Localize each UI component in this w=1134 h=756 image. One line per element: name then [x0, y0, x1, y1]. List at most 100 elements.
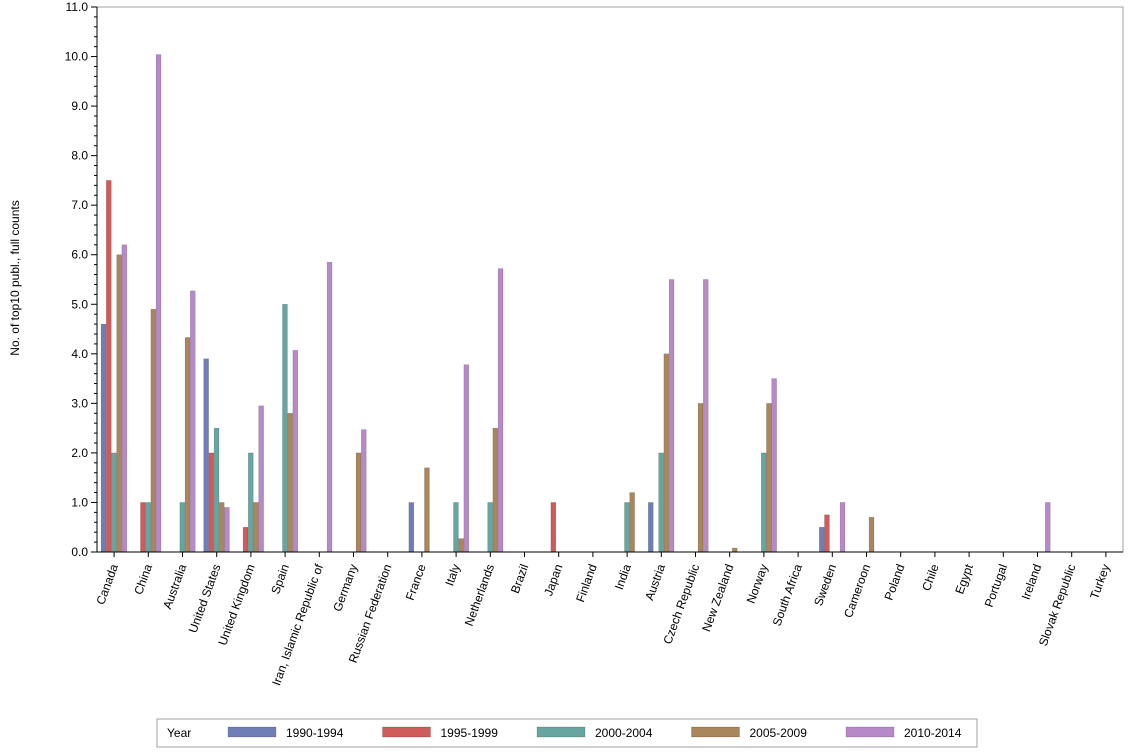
- bar-2000-2004-italy: [453, 502, 459, 553]
- x-tick-label: United Kingdom: [215, 562, 257, 647]
- bar-2005-2009-australia: [184, 337, 191, 553]
- x-tick-label: Finland: [573, 562, 600, 604]
- x-tick-label: Spain: [268, 562, 292, 596]
- bar-2005-2009-canada: [116, 254, 122, 553]
- bar-2005-2009-new-zealand: [732, 547, 738, 553]
- x-tick-label: France: [403, 562, 429, 602]
- bar-1990-1994-sweden: [819, 526, 825, 553]
- x-tick-label: Cameroon: [841, 562, 873, 619]
- legend: Year 1990-1994 1995-1999 2000-2004 2005-200…: [156, 718, 978, 748]
- bar-2000-2004-norway: [761, 452, 767, 553]
- bar-2010-2014-ireland: [1045, 502, 1051, 553]
- bar-2010-2014-netherlands: [497, 268, 504, 553]
- bar-2005-2009-germany: [355, 452, 362, 553]
- x-tick-label: Italy: [442, 562, 463, 587]
- bar-2000-2004-united-states: [213, 427, 220, 553]
- x-tick-label: Germany: [330, 562, 360, 613]
- legend-title: Year: [167, 726, 191, 740]
- x-tick-label: Sweden: [811, 562, 839, 608]
- x-tick-label: Brazil: [508, 562, 531, 595]
- bar-2005-2009-united-kingdom: [253, 502, 259, 553]
- bar-1990-1994-united-states: [203, 358, 209, 553]
- bar-2000-2004-spain: [282, 304, 288, 553]
- bar-2010-2014-united-states: [224, 507, 230, 553]
- legend-label: 1990-1994: [286, 726, 344, 740]
- x-tick-label: Czech Republic: [660, 562, 702, 646]
- x-tick-label: Poland: [882, 562, 908, 602]
- x-tick-label: China: [131, 562, 155, 597]
- y-axis-title: No. of top10 publ., full counts: [8, 200, 22, 355]
- bar-2005-2009-netherlands: [492, 427, 499, 553]
- bar-2000-2004-india: [624, 502, 630, 553]
- y-tick-label: 11.0: [66, 0, 89, 14]
- bar-1990-1994-austria: [648, 502, 654, 553]
- legend-label: 2000-2004: [595, 726, 653, 740]
- x-tick-label: New Zealand: [699, 562, 736, 633]
- x-tick-label: United States: [186, 562, 224, 634]
- x-tick-label: Egypt: [952, 562, 976, 596]
- bar-2010-2014-italy: [463, 364, 470, 553]
- x-tick-label: Ireland: [1019, 562, 1045, 601]
- bar-1990-1994-france: [408, 502, 415, 553]
- y-tick-label: 0.0: [71, 545, 88, 559]
- bar-2005-2009-czech-republic: [697, 403, 704, 553]
- y-tick-label: 3.0: [71, 396, 88, 410]
- bar-2010-2014-united-kingdom: [258, 405, 264, 553]
- x-tick-label: Canada: [93, 562, 121, 607]
- bar-1995-1999-china: [140, 502, 146, 553]
- bar-2000-2004-netherlands: [487, 502, 493, 553]
- bar-2010-2014-norway: [771, 378, 777, 553]
- bar-2005-2009-cameroon: [868, 517, 875, 553]
- legend-label: 2010-2014: [904, 726, 962, 740]
- bar-1995-1999-sweden: [824, 514, 830, 553]
- bar-1995-1999-united-kingdom: [242, 526, 249, 553]
- bar-2010-2014-spain: [292, 350, 299, 553]
- x-tick-label: Netherlands: [462, 562, 497, 628]
- legend-label: 1995-1999: [441, 726, 499, 740]
- bar-1990-1994-canada: [100, 323, 107, 553]
- bar-2005-2009-italy: [458, 538, 464, 553]
- bar-2010-2014-canada: [121, 244, 128, 553]
- bar-2000-2004-austria: [658, 452, 664, 553]
- bar-2005-2009-france: [424, 467, 430, 553]
- x-tick-label: India: [612, 562, 634, 592]
- y-tick-label: 1.0: [71, 495, 88, 509]
- bar-2000-2004-australia: [179, 502, 186, 553]
- y-axis: 0.0 1.0 2.0 3.0 4.0 5.0 6.0 7.0 8.0 9.0 10.0 11.0: [65, 0, 97, 559]
- x-tick-label: Chile: [919, 562, 942, 593]
- bar-2000-2004-canada: [111, 452, 117, 553]
- x-tick-label: South Africa: [770, 562, 805, 628]
- bar-2005-2009-india: [629, 492, 635, 553]
- bar-1995-1999-japan: [550, 502, 557, 553]
- bar-2005-2009-norway: [766, 403, 772, 553]
- x-tick-label: Australia: [160, 562, 189, 611]
- bar-2005-2009-united-states: [219, 502, 225, 553]
- bar-2010-2014-australia: [190, 290, 196, 553]
- y-tick-label: 5.0: [71, 297, 88, 311]
- y-tick-label: 6.0: [71, 248, 88, 262]
- legend-swatch: [382, 726, 431, 738]
- y-tick-label: 8.0: [71, 149, 88, 163]
- bar-2010-2014-sweden: [839, 502, 846, 553]
- legend-swatch: [536, 726, 586, 738]
- legend-swatch: [691, 726, 740, 738]
- bar-1995-1999-canada: [106, 180, 112, 553]
- bar-2010-2014-germany: [361, 429, 367, 553]
- bar-2005-2009-austria: [663, 353, 670, 553]
- y-tick-label: 7.0: [71, 198, 88, 212]
- y-tick-label: 2.0: [71, 446, 88, 460]
- y-tick-label: 10.0: [65, 50, 89, 64]
- bar-2010-2014-china: [155, 54, 162, 553]
- x-tick-label: Turkey: [1087, 562, 1113, 601]
- bar-2010-2014-austria: [668, 279, 675, 553]
- bar-2000-2004-china: [145, 502, 151, 553]
- legend-swatch: [227, 726, 277, 738]
- legend-swatch: [845, 726, 895, 738]
- x-tick-label: Portugal: [982, 562, 1010, 609]
- x-tick-label: Norway: [744, 562, 771, 605]
- x-tick-label: Slovak Republic: [1036, 562, 1079, 648]
- x-tick-label: Austria: [642, 562, 668, 602]
- legend-label: 2005-2009: [750, 726, 808, 740]
